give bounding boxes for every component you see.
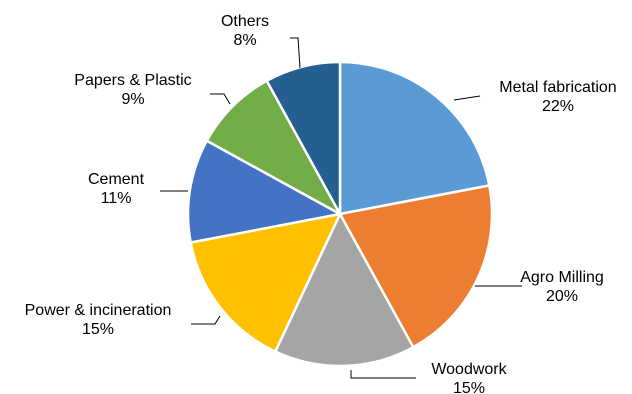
leader-lines — [160, 37, 522, 379]
slice-value-woodwork: 15% — [453, 380, 485, 394]
slice-value-power-and-incineration: 15% — [82, 321, 114, 338]
pie-slices — [186, 60, 494, 368]
slice-value-cement: 11% — [101, 190, 132, 207]
slice-value-papers-and-plastic: 9% — [121, 91, 144, 108]
slice-label-papers-and-plastic: Papers & Plastic — [74, 72, 191, 89]
slice-value-agro-milling: 20% — [546, 288, 578, 305]
slice-labels: Metal fabrication 22% Agro Milling 20% Woodw… — [25, 13, 617, 394]
slice-label-metal-fabrication: Metal fabrication — [499, 79, 616, 96]
pie-slice-power-and-incineration — [189, 212, 343, 354]
leader-line-metal-fabrication — [453, 95, 481, 101]
pie-slice-metal-fabrication — [338, 60, 491, 216]
leader-line-power-and-incineration — [191, 315, 221, 325]
slice-value-others: 8% — [233, 32, 256, 49]
pie-slice-agro-milling — [338, 184, 494, 349]
pie-slice-others — [265, 60, 342, 215]
slice-label-power-and-incineration: Power & incineration — [25, 302, 172, 319]
pie-slice-cement — [186, 139, 344, 244]
leader-line-others — [290, 37, 301, 69]
slice-label-agro-milling: Agro Milling — [520, 269, 604, 286]
slice-label-woodwork: Woodwork — [431, 361, 507, 378]
slice-label-cement: Cement — [88, 171, 145, 188]
pie-slice-woodwork — [273, 211, 415, 368]
leader-line-woodwork — [350, 370, 416, 379]
leader-line-papers-and-plastic — [210, 93, 231, 105]
pie-slice-papers-and-plastic — [205, 79, 344, 218]
slice-label-others: Others — [221, 13, 269, 30]
slice-value-metal-fabrication: 22% — [542, 98, 574, 115]
